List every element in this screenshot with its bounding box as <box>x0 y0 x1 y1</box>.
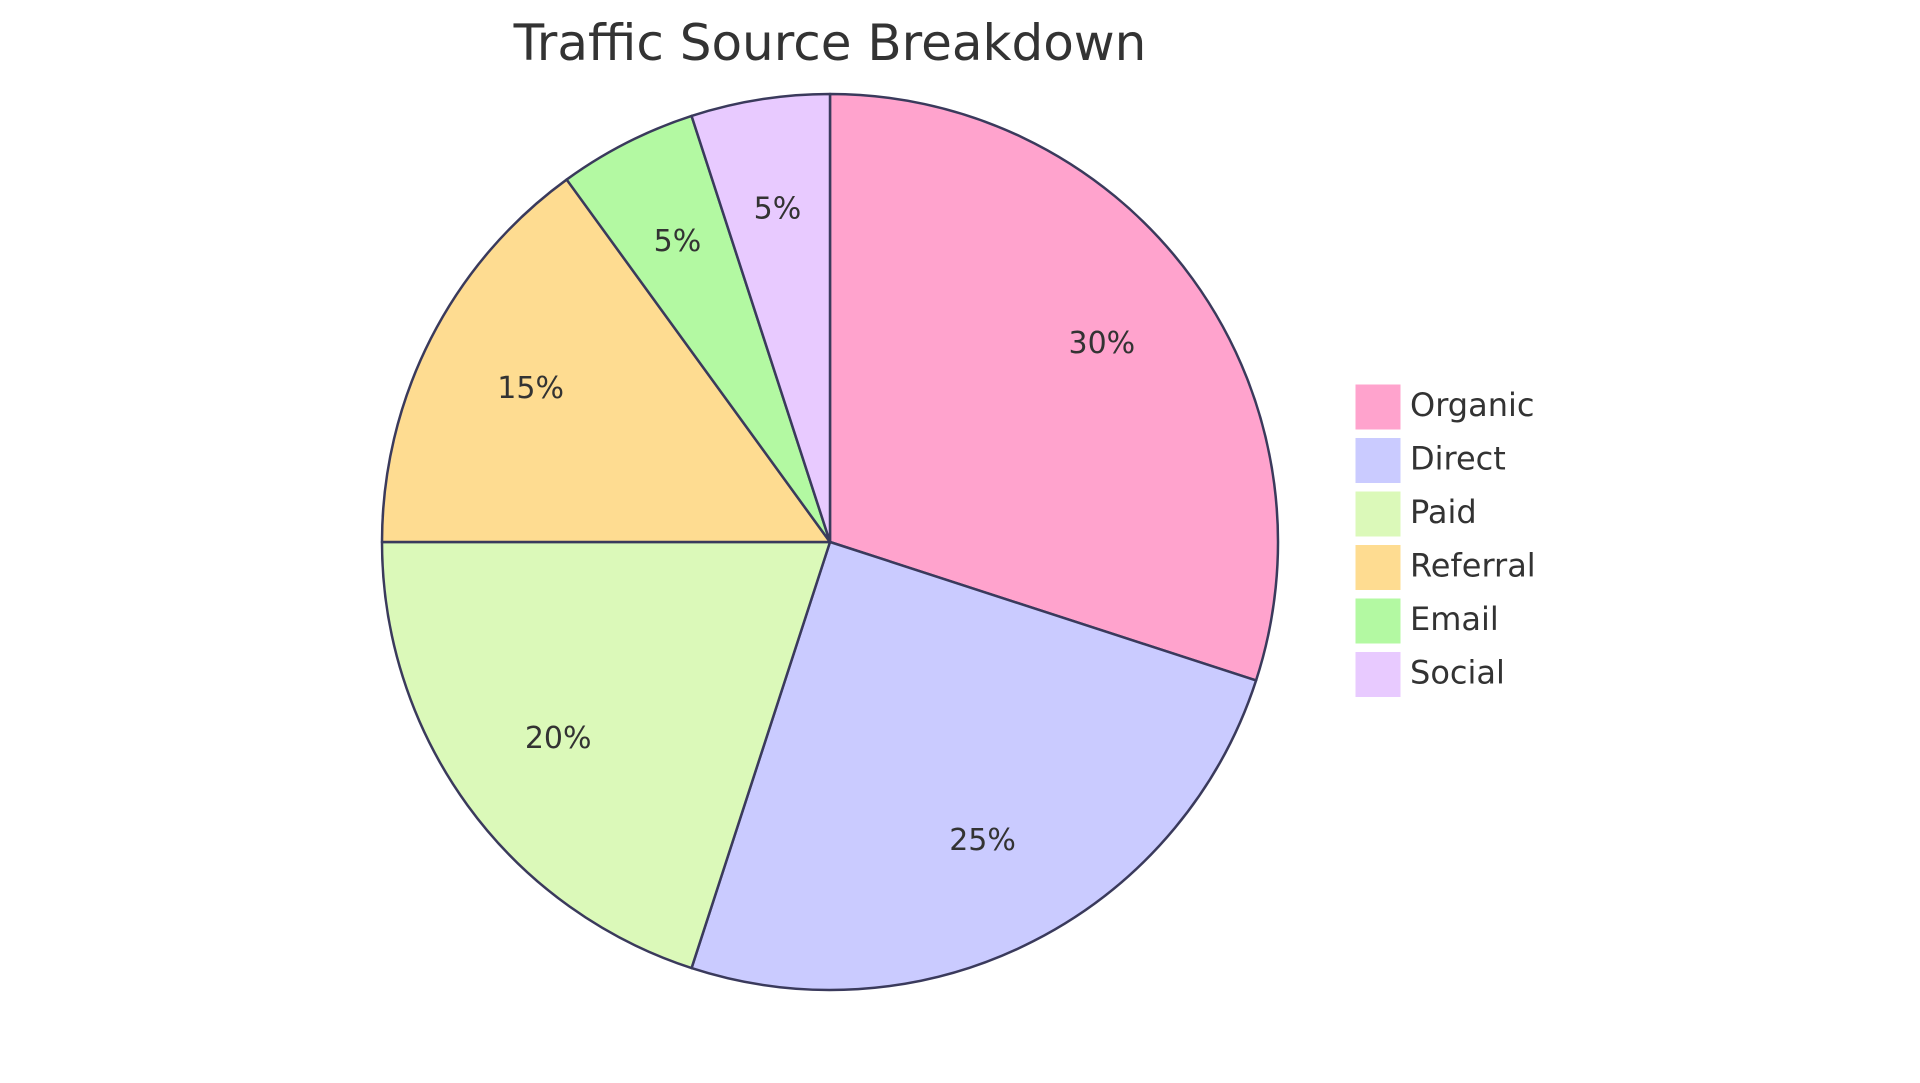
legend-swatch-organic <box>1355 384 1401 430</box>
slice-label-email: 5% <box>654 224 702 259</box>
legend-label-email: Email <box>1410 600 1499 638</box>
pie-slice-social <box>690 92 832 544</box>
slice-label-referral: 15% <box>497 371 564 406</box>
legend-swatch-referral <box>1355 545 1401 590</box>
slice-label-paid: 20% <box>525 721 592 756</box>
legend-swatch-paid <box>1355 491 1401 537</box>
legend-swatch-email <box>1355 598 1401 644</box>
legend-label-organic: Organic <box>1410 386 1534 424</box>
legend-swatch-social <box>1355 652 1401 697</box>
slice-label-social: 5% <box>754 192 802 227</box>
pie-slice-direct <box>690 540 1258 992</box>
legend-swatch-direct <box>1355 438 1401 483</box>
legend-label-referral: Referral <box>1410 547 1536 585</box>
chart-title: Traffic Source Breakdown <box>513 14 1147 72</box>
pie-slice-paid <box>380 540 832 970</box>
slice-label-direct: 25% <box>949 823 1016 858</box>
pie-slices <box>380 92 1280 992</box>
legend-label-paid: Paid <box>1410 493 1477 531</box>
legend: Organic Direct Paid Referral Email Social <box>1355 384 1536 697</box>
pie-slice-referral <box>380 178 832 544</box>
slice-label-organic: 30% <box>1068 326 1135 361</box>
legend-label-direct: Direct <box>1410 440 1506 478</box>
pie-slice-organic <box>828 92 1280 682</box>
legend-label-social: Social <box>1410 654 1505 692</box>
pie-slice-labels: 30% 25% 20% 15% 5% 5% <box>497 192 1135 858</box>
